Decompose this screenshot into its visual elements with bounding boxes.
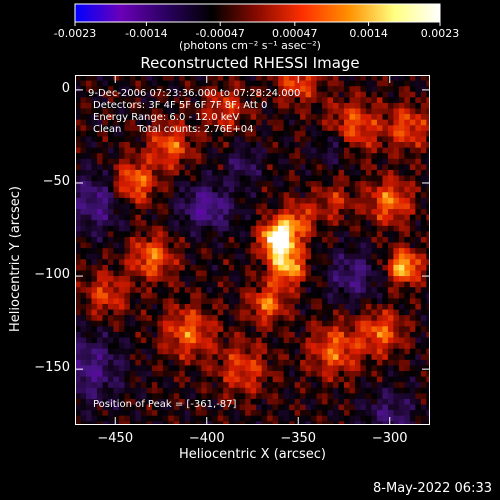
colorbar-tick-label: 0.0023 — [421, 27, 460, 40]
y-tick-label: −100 — [34, 267, 70, 283]
colorbar-frame — [74, 3, 441, 23]
heatmap-plot — [75, 75, 430, 425]
annotation-clean: Clean Total counts: 2.76E+04 — [93, 124, 254, 135]
y-tick-label: −150 — [34, 360, 70, 376]
colorbar — [75, 4, 440, 22]
plot-frame — [75, 75, 430, 425]
colorbar-axis: -0.0023 -0.0014 -0.00047 0.00047 0.0014 0.002… — [54, 3, 460, 40]
colorbar-tick-label: -0.00047 — [195, 27, 244, 40]
colorbar-tick-label: 0.00047 — [272, 27, 318, 40]
y-tick-label: −50 — [42, 173, 70, 189]
annotation-detectors: Detectors: 3F 4F 5F 6F 7F 8F, Att 0 — [93, 100, 268, 111]
chart-title: Reconstructed RHESSI Image — [140, 54, 360, 72]
x-tick-label: −450 — [97, 431, 134, 446]
timestamp: 8-May-2022 06:33 — [373, 481, 492, 496]
y-tick-label: 0 — [61, 80, 70, 96]
colorbar-unit-label: (photons cm⁻² s⁻¹ asec⁻²) — [179, 39, 321, 52]
x-tick-label: −400 — [188, 431, 225, 446]
colorbar-tick-label: 0.0014 — [349, 27, 388, 40]
x-tick-label: −350 — [280, 431, 317, 446]
heatmap-cells — [75, 75, 430, 425]
y-axis-label: Heliocentric Y (arcsec) — [8, 186, 23, 332]
x-tick-label: −300 — [371, 431, 408, 446]
x-axis-label: Heliocentric X (arcsec) — [179, 447, 326, 462]
annotation-energy: Energy Range: 6.0 - 12.0 keV — [93, 112, 240, 123]
colorbar-tick-label: -0.0023 — [54, 27, 96, 40]
colorbar-tick-label: -0.0014 — [125, 27, 167, 40]
annotation-time-range: 9-Dec-2006 07:23:36.000 to 07:28:24.000 — [88, 88, 301, 99]
annotation-peak: Position of Peak = [-361,-87] — [93, 399, 237, 410]
